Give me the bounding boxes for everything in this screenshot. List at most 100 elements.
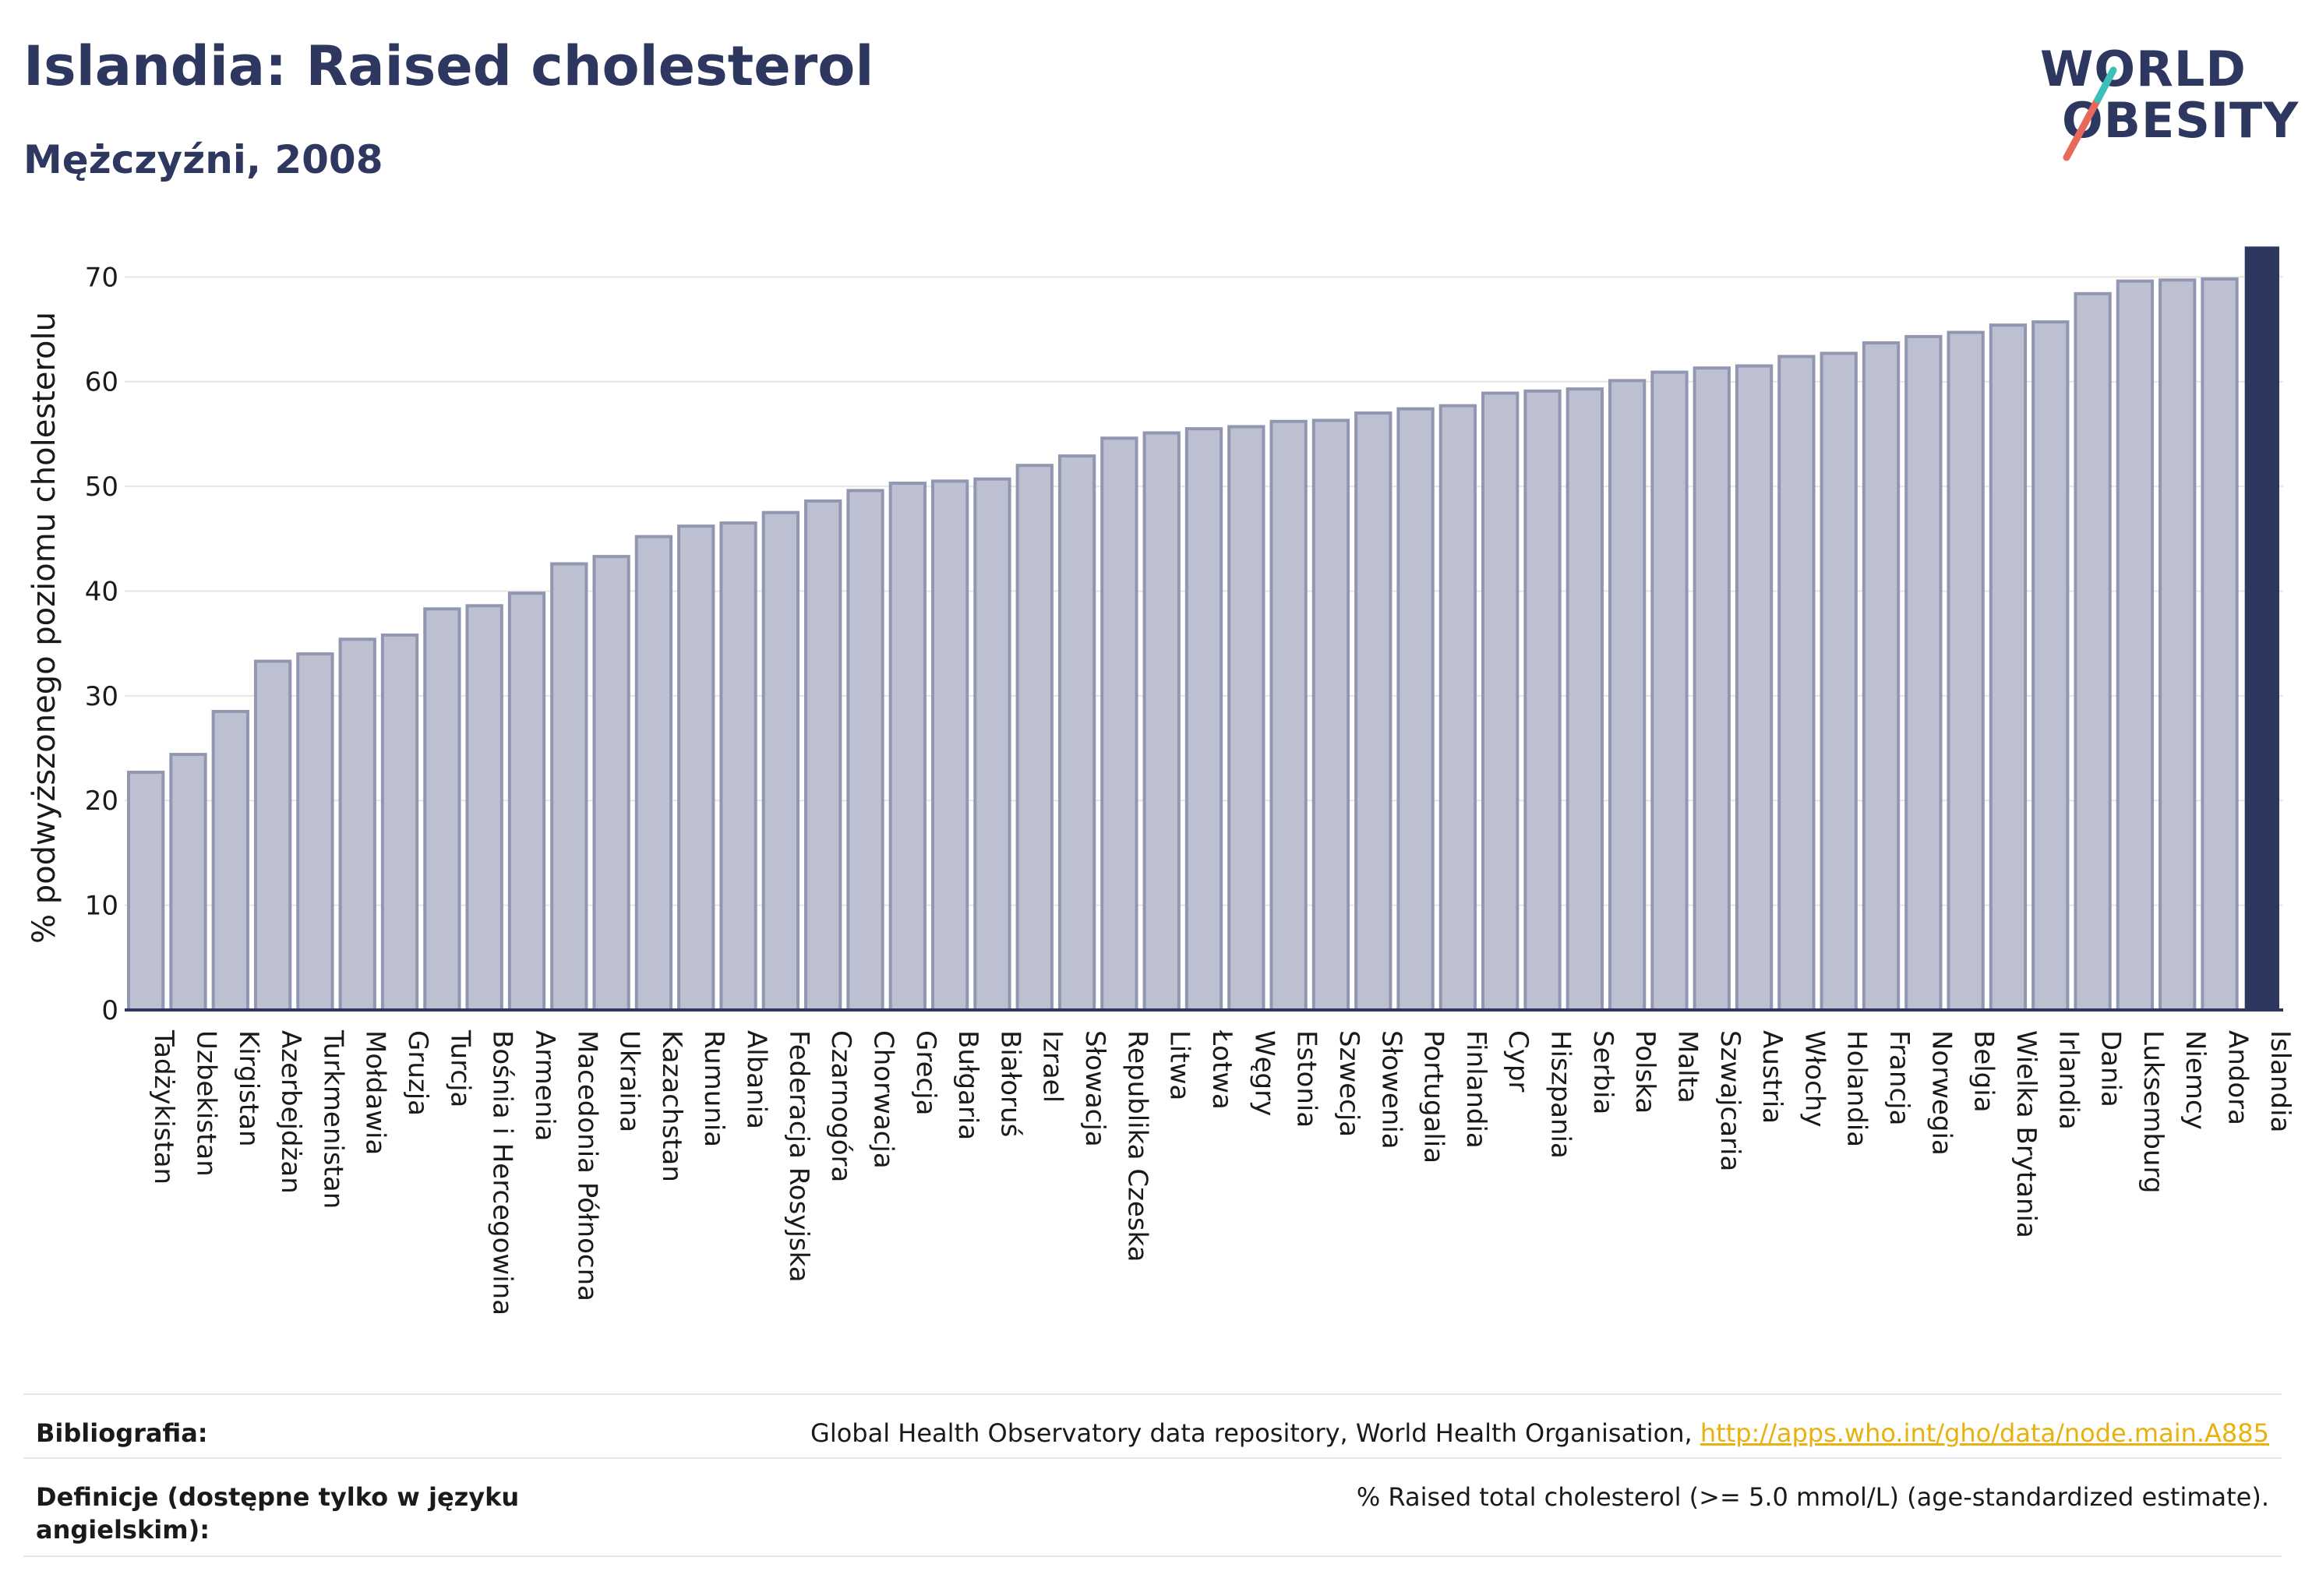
bar [1523,389,1562,1012]
bar [719,521,757,1012]
x-tick-label: Litwa [1164,1030,1195,1100]
bar [1989,323,2028,1012]
y-tick-label: 10 [85,891,118,922]
x-tick-label: Ukraina [614,1030,645,1132]
x-tick-label: Portugalia [1418,1030,1449,1163]
x-tick-label: Malta [1671,1030,1703,1103]
logo-text-obesity: OBESITY [2062,92,2300,149]
x-tick-label: Bułgaria [952,1030,983,1140]
x-tick-label: Szwajcaria [1714,1030,1746,1171]
x-tick-label: Grecja [910,1030,941,1115]
y-tick-label: 0 [101,995,118,1026]
x-tick-label: Czarnogóra [825,1030,856,1182]
y-axis-ticks: 0 10 20 30 40 50 60 70 [85,262,118,1026]
bar [930,479,969,1012]
x-tick-label: Austria [1756,1030,1788,1124]
bar [592,555,630,1012]
x-tick-label: Wielka Brytania [2010,1030,2042,1238]
x-tick-label: Republika Czeska [1121,1030,1152,1262]
x-tick-label: Rumunia [698,1030,729,1147]
x-tick-label: Turkmenistan [317,1029,348,1209]
x-tick-label: Kazachstan [656,1030,687,1182]
bar [1777,355,1816,1012]
bar [677,524,715,1012]
bars [127,246,2279,1012]
x-tick-label: Dania [2095,1030,2127,1107]
x-tick-label: Azerbejdżan [275,1030,306,1194]
x-tick-label: Polska [1629,1030,1661,1114]
definitions-label: Definicje (dostępne tylko w języku angie… [36,1482,520,1545]
bar [169,753,207,1012]
x-tick-label: Federacja Rosyjska [783,1030,814,1283]
bar [2074,291,2112,1012]
x-tick-label: Finlandia [1460,1030,1491,1149]
y-tick-label: 20 [85,786,118,817]
bar [465,604,503,1012]
x-tick-label: Serbia [1587,1030,1618,1114]
bar [846,489,884,1012]
bar [634,535,673,1012]
bar [2031,320,2070,1012]
bar [1904,334,1943,1012]
logo-text-world: WORLD [2040,41,2247,97]
bar [550,562,588,1012]
logo-slash-icon [2063,66,2117,161]
x-tick-label: Belgia [1968,1030,2000,1113]
x-tick-label: Andora [2222,1030,2254,1125]
x-tick-label: Uzbekistan [190,1030,221,1177]
x-tick-label: Irlandia [2053,1030,2084,1130]
x-tick-label: Mołdawia [360,1030,391,1155]
y-axis-title: % podwyższonego poziomu cholesterolu [26,312,62,944]
bar [1693,366,1731,1012]
bar [380,633,419,1012]
definitions-value: % Raised total cholesterol (>= 5.0 mmol/… [1356,1482,2269,1512]
bar [338,637,376,1012]
bar [1227,425,1265,1012]
bibliography-text: Global Health Observatory data repositor… [810,1418,1700,1448]
bar [1396,407,1435,1012]
bar [1015,464,1054,1012]
y-tick-label: 30 [85,681,118,712]
y-tick-label: 50 [85,471,118,503]
x-tick-label: Łotwa [1206,1029,1237,1110]
x-tick-label: Niemcy [2180,1030,2211,1130]
x-tick-label: Szwecja [1333,1030,1364,1137]
y-tick-label: 70 [85,262,118,293]
bar [888,482,927,1012]
bar [1142,431,1181,1012]
bibliography-label: Bibliografia: [36,1418,208,1448]
bar [1354,411,1393,1012]
x-tick-label: Włochy [1798,1030,1830,1127]
bar [507,591,546,1012]
x-tick-label: Turcja [444,1029,475,1107]
bar [973,477,1011,1012]
bar [296,652,334,1012]
bar [2159,278,2197,1012]
bar [1269,419,1308,1012]
bar [1947,330,1985,1012]
x-tick-label: Estonia [1291,1030,1322,1128]
y-tick-label: 40 [85,576,118,607]
bar [1438,404,1477,1012]
bar [1735,364,1774,1012]
bar [1650,370,1689,1012]
bar [127,770,165,1012]
bibliography-link[interactable]: http://apps.who.int/gho/data/node.main.A… [1700,1418,2269,1448]
x-tick-label: Tadżykistan [148,1029,179,1185]
x-tick-label: Gruzja [402,1030,433,1116]
chart-title: Islandia: Raised cholesterol [23,34,874,98]
x-tick-label: Słowacja [1079,1030,1110,1147]
x-tick-label: Cypr [1502,1030,1534,1092]
bibliography-section: Bibliografia: Global Health Observatory … [23,1393,2282,1557]
bar [2116,279,2155,1012]
x-tick-label: Węgry [1248,1030,1280,1116]
x-tick-label: Izrael [1037,1030,1068,1103]
bar [1820,351,1858,1012]
bar [1100,436,1138,1012]
x-tick-label: Luksemburg [2137,1030,2169,1193]
bar [2201,277,2239,1012]
y-tick-label: 60 [85,367,118,398]
definitions-row: Definicje (dostępne tylko w języku angie… [23,1457,2282,1557]
bar [1565,387,1604,1012]
x-tick-label: Francja [1883,1030,1915,1125]
